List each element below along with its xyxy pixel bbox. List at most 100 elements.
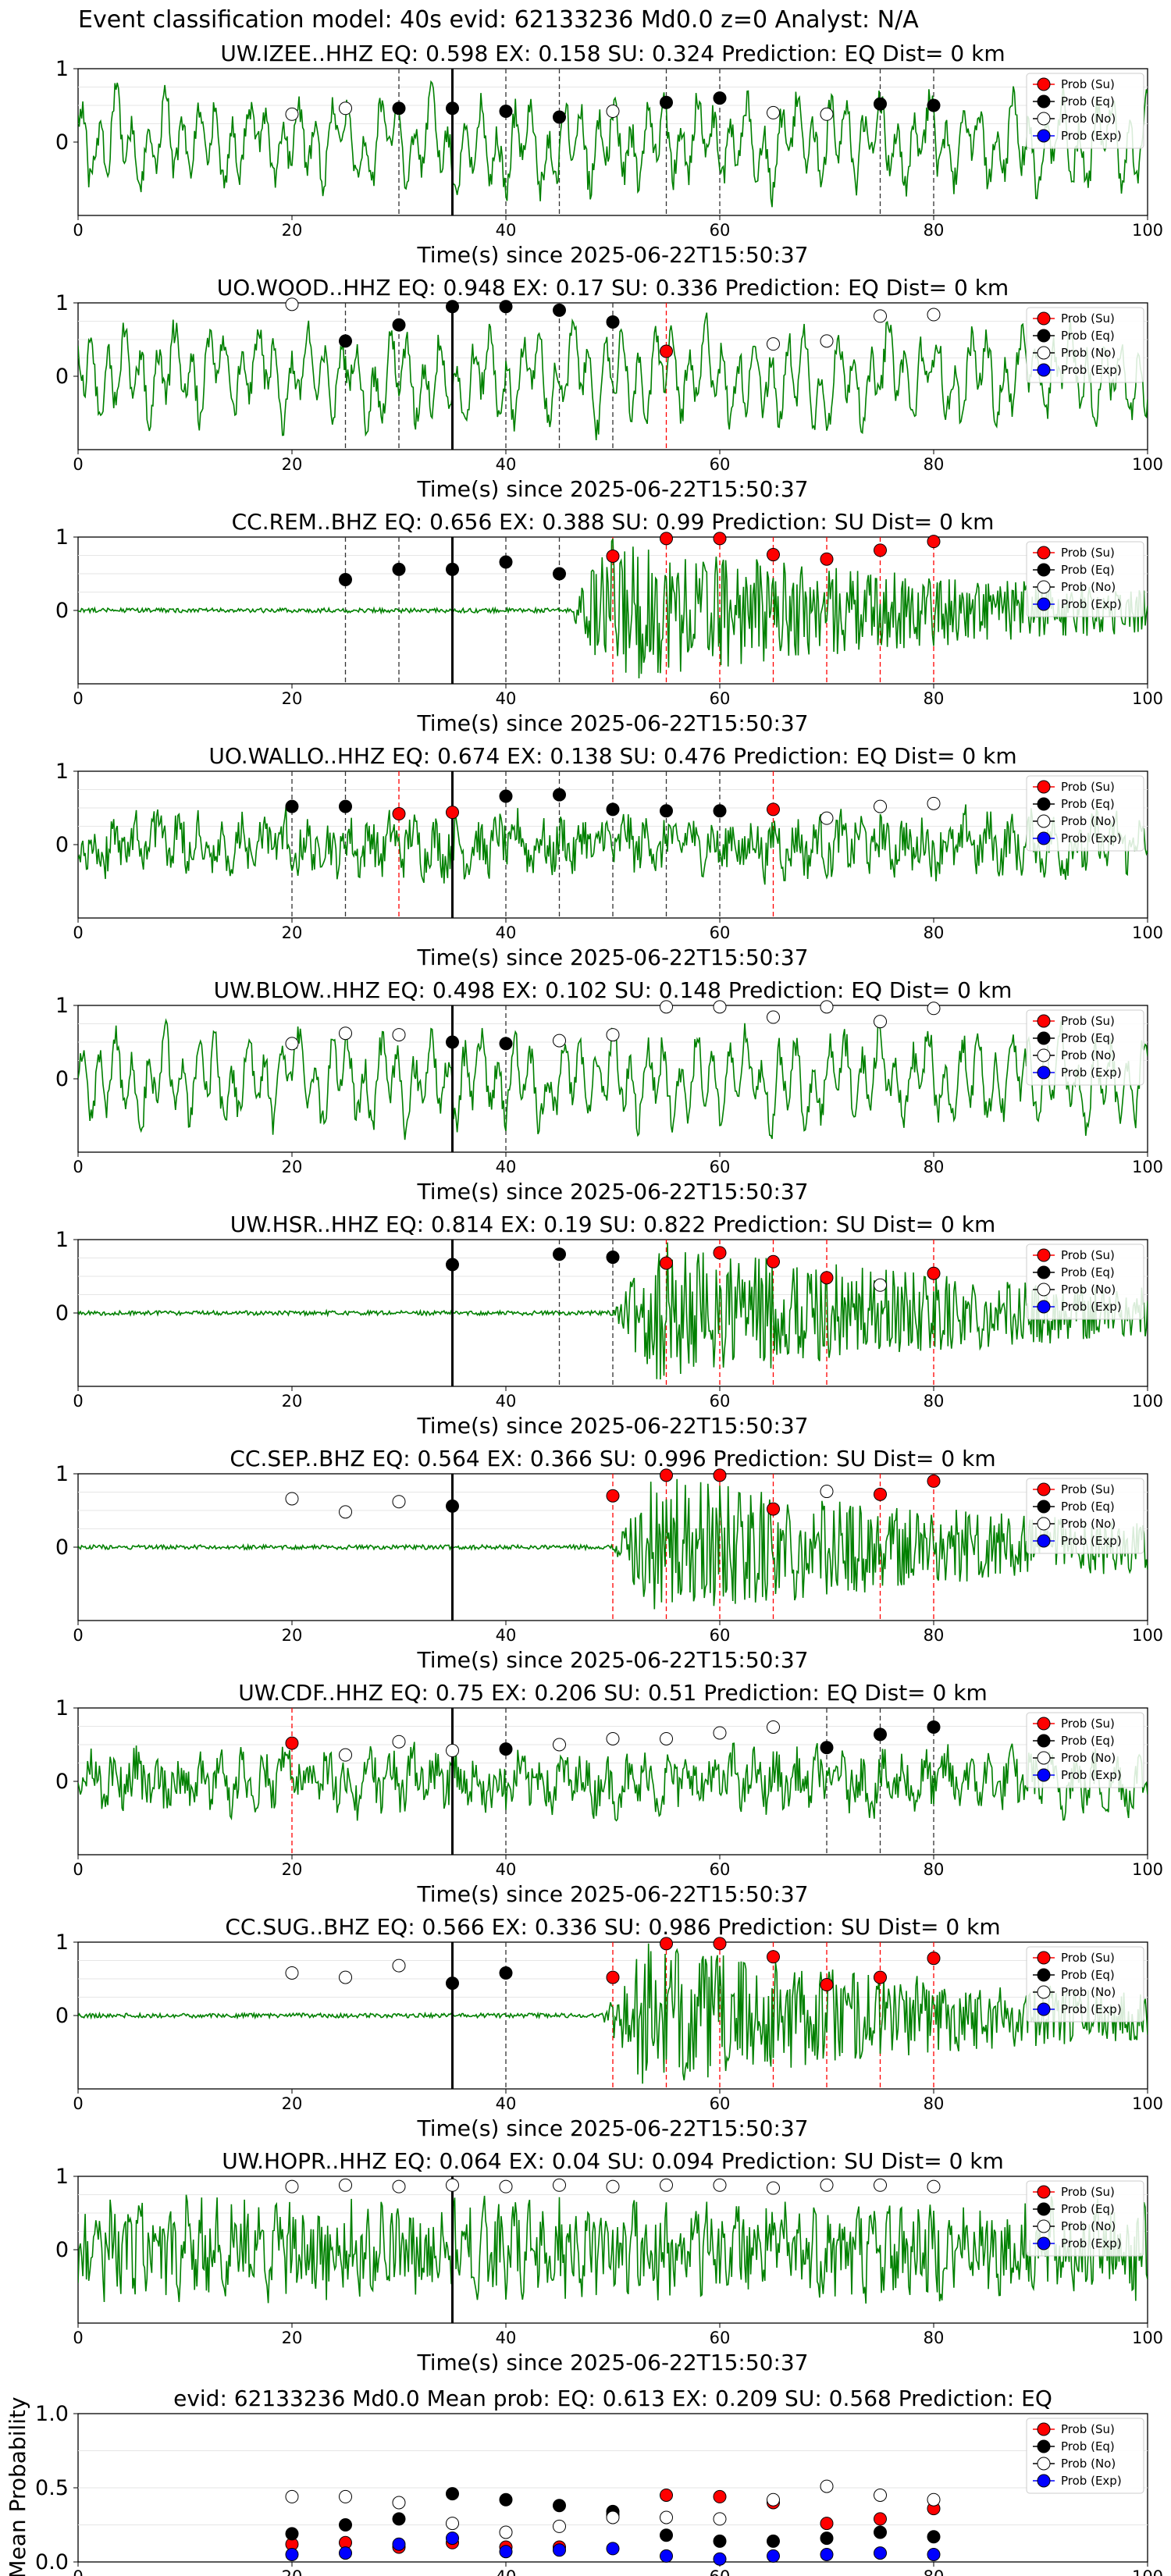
prob-point-su xyxy=(660,344,673,358)
x-axis-label: Time(s) since 2025-06-22T15:50:37 xyxy=(416,476,808,502)
legend-marker-su xyxy=(1037,311,1051,326)
mean-point-eq xyxy=(713,2534,727,2548)
mean-point-no xyxy=(713,2512,727,2526)
prob-point-no xyxy=(446,1744,459,1758)
legend-label-exp: Prob (Exp) xyxy=(1061,129,1122,143)
legend-label-su: Prob (Su) xyxy=(1061,1014,1115,1028)
prob-point-eq xyxy=(446,300,459,314)
waveform-line xyxy=(78,1742,1148,1822)
mean-point-exp xyxy=(660,2549,673,2563)
legend-marker-eq xyxy=(1037,94,1051,109)
prob-point-eq xyxy=(660,95,673,109)
legend-marker-no xyxy=(1037,1751,1051,1765)
station-panel-3: CC.REM..BHZ EQ: 0.656 EX: 0.388 SU: 0.99… xyxy=(55,509,1163,736)
mean-point-exp xyxy=(713,2552,727,2566)
x-tick-label: 20 xyxy=(282,455,303,474)
prob-point-no xyxy=(339,2178,352,2192)
prob-point-no xyxy=(606,105,620,119)
legend-box xyxy=(1026,541,1144,617)
mean-point-no xyxy=(499,2525,513,2539)
legend-marker-su xyxy=(1037,1951,1051,1965)
legend-marker-exp xyxy=(1037,2002,1051,2016)
legend-label-exp: Prob (Exp) xyxy=(1061,2474,1122,2488)
x-tick-label: 40 xyxy=(496,1158,517,1176)
mean-point-eq xyxy=(446,2487,459,2501)
legend-marker-su xyxy=(1037,546,1051,560)
panel-title: CC.SEP..BHZ EQ: 0.564 EX: 0.366 SU: 0.99… xyxy=(230,1446,995,1471)
y-tick-label: 1 xyxy=(55,1462,69,1486)
y-tick-label: 0.5 xyxy=(35,2476,69,2500)
legend-label-no: Prob (No) xyxy=(1061,346,1116,360)
prob-point-no xyxy=(820,811,834,825)
x-tick-label: 0 xyxy=(73,2567,83,2576)
station-panel-8: UW.CDF..HHZ EQ: 0.75 EX: 0.206 SU: 0.51 … xyxy=(55,1680,1163,1907)
prob-point-eq xyxy=(499,789,513,803)
prob-point-no xyxy=(820,2178,834,2192)
prob-point-eq xyxy=(553,303,566,317)
prob-point-no xyxy=(339,1748,352,1762)
prob-point-eq xyxy=(874,97,887,111)
legend-label-exp: Prob (Exp) xyxy=(1061,363,1122,377)
x-tick-label: 20 xyxy=(282,1158,303,1176)
x-tick-label: 20 xyxy=(282,1860,303,1879)
panel-title: UW.CDF..HHZ EQ: 0.75 EX: 0.206 SU: 0.51 … xyxy=(238,1680,988,1706)
prob-point-eq xyxy=(446,1499,459,1513)
mean-point-exp xyxy=(446,2532,459,2546)
legend-label-eq: Prob (Eq) xyxy=(1061,1265,1115,1279)
legend-marker-su xyxy=(1037,1248,1051,1262)
x-tick-label: 40 xyxy=(496,689,517,708)
legend-label-exp: Prob (Exp) xyxy=(1061,831,1122,845)
y-tick-label: 0.0 xyxy=(35,2550,69,2574)
legend-label-no: Prob (No) xyxy=(1061,1283,1116,1297)
station-panel-1: UW.IZEE..HHZ EQ: 0.598 EX: 0.158 SU: 0.3… xyxy=(55,41,1163,268)
station-panel-7: CC.SEP..BHZ EQ: 0.564 EX: 0.366 SU: 0.99… xyxy=(55,1446,1163,1673)
prob-point-su xyxy=(446,806,459,820)
prob-point-no xyxy=(339,1505,352,1519)
legend-label-exp: Prob (Exp) xyxy=(1061,2002,1122,2016)
mean-point-no xyxy=(606,2510,620,2524)
prob-point-eq xyxy=(446,1035,459,1049)
x-axis-label: Time(s) since 2025-06-22T15:50:37 xyxy=(416,1413,808,1439)
legend-label-eq: Prob (Eq) xyxy=(1061,797,1115,811)
legend-marker-eq xyxy=(1037,1031,1051,1045)
prob-point-no xyxy=(660,1731,673,1745)
legend-marker-no xyxy=(1037,1283,1051,1297)
prob-point-eq xyxy=(392,101,406,116)
x-tick-label: 60 xyxy=(710,221,731,240)
waveform-line xyxy=(78,312,1148,441)
x-tick-label: 100 xyxy=(1132,2567,1163,2576)
y-tick-label: 0 xyxy=(55,1770,69,1794)
prob-point-su xyxy=(713,1468,727,1482)
prob-point-no xyxy=(874,309,887,323)
prob-point-no xyxy=(927,2179,941,2194)
prob-point-no xyxy=(606,2179,620,2194)
legend-box xyxy=(1026,1712,1144,1788)
prob-point-su xyxy=(874,1487,887,1501)
mean-point-exp xyxy=(392,2537,406,2551)
legend-label-eq: Prob (Eq) xyxy=(1061,1968,1115,1982)
mean-point-no xyxy=(553,2519,566,2533)
prob-point-no xyxy=(927,796,941,810)
mean-point-exp xyxy=(339,2546,352,2560)
x-tick-label: 100 xyxy=(1132,2329,1163,2347)
x-tick-label: 0 xyxy=(73,1626,83,1645)
waveform-line xyxy=(78,80,1148,208)
waveform-line xyxy=(78,1242,1148,1380)
legend-marker-exp xyxy=(1037,1534,1051,1548)
prob-point-su xyxy=(713,532,727,546)
prob-point-su xyxy=(392,807,406,821)
prob-point-no xyxy=(339,101,352,116)
legend-marker-no xyxy=(1037,2457,1051,2471)
y-tick-label: 0 xyxy=(55,1067,69,1091)
x-tick-label: 60 xyxy=(710,1392,731,1411)
legend-marker-exp xyxy=(1037,129,1051,143)
x-axis-label: Time(s) since 2025-06-22T15:50:37 xyxy=(416,710,808,736)
x-axis-label: Time(s) since 2025-06-22T15:50:37 xyxy=(416,2350,808,2375)
x-tick-label: 80 xyxy=(924,1860,945,1879)
panel-title: UW.BLOW..HHZ EQ: 0.498 EX: 0.102 SU: 0.1… xyxy=(214,977,1013,1003)
mean-point-eq xyxy=(499,2492,513,2507)
prob-point-su xyxy=(767,1950,780,1964)
prob-point-no xyxy=(767,1010,780,1024)
x-tick-label: 60 xyxy=(710,923,731,942)
